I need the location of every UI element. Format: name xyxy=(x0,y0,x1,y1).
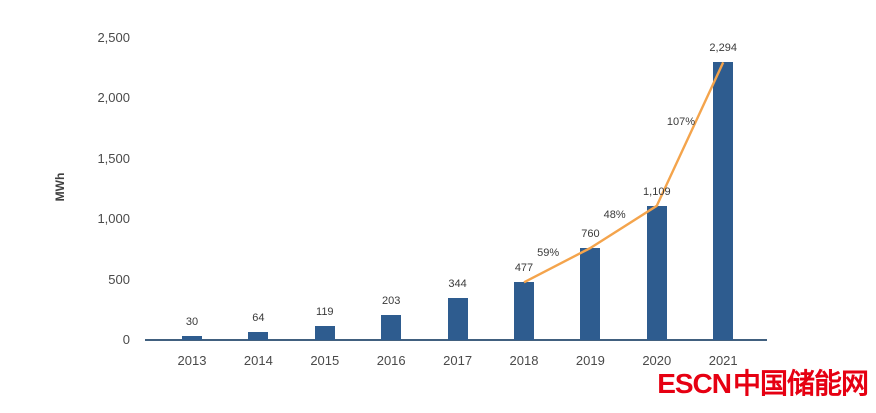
bar-value-label: 2,294 xyxy=(709,42,737,55)
growth-label: 59% xyxy=(537,247,560,260)
bar-2016 xyxy=(381,315,402,340)
bar-2019 xyxy=(580,248,601,340)
y-tick-label: 500 xyxy=(108,271,130,287)
x-tick-label: 2019 xyxy=(575,353,605,368)
y-tick-label: 0 xyxy=(122,332,130,347)
x-axis-line xyxy=(145,339,767,341)
y-tick-label: 1,000 xyxy=(97,211,130,226)
x-tick-label: 2015 xyxy=(310,353,340,368)
x-tick-label: 2016 xyxy=(376,353,406,368)
growth-label: 107% xyxy=(666,116,696,129)
bar-value-label: 477 xyxy=(514,262,534,275)
escn-logo: ESCN中国储能网 xyxy=(657,368,869,399)
y-tick-label: 1,500 xyxy=(97,150,130,166)
escn-logo-chinese-text: 中国储能网 xyxy=(732,368,869,399)
x-tick-label: 2014 xyxy=(243,353,273,368)
bar-2021 xyxy=(713,62,734,340)
bar-value-label: 64 xyxy=(252,312,265,325)
bar-value-label: 344 xyxy=(448,278,467,291)
growth-label: 48% xyxy=(603,208,626,221)
bar-2013 xyxy=(182,336,202,340)
bar-2018 xyxy=(514,282,534,340)
bar-2015 xyxy=(314,325,335,340)
y-tick-label: 2,000 xyxy=(97,90,130,105)
bar-value-label: 30 xyxy=(185,316,199,329)
bar-value-label: 1,109 xyxy=(643,185,671,198)
x-tick-label: 2018 xyxy=(509,353,539,368)
y-tick-label: 2,500 xyxy=(97,29,130,45)
growth-line xyxy=(523,61,725,284)
bar-2017 xyxy=(447,298,468,340)
bar-value-label: 760 xyxy=(581,228,600,241)
bar-value-label: 203 xyxy=(382,295,401,308)
x-tick-label: 2013 xyxy=(177,353,207,368)
bar-2014 xyxy=(248,332,269,340)
bar-2020 xyxy=(646,205,667,340)
x-tick-label: 2021 xyxy=(708,353,738,368)
escn-logo-latin-text: ESCN xyxy=(657,368,732,399)
x-tick-label: 2017 xyxy=(443,353,473,368)
x-tick-label: 2020 xyxy=(642,353,672,368)
bar-value-label: 119 xyxy=(316,305,334,318)
